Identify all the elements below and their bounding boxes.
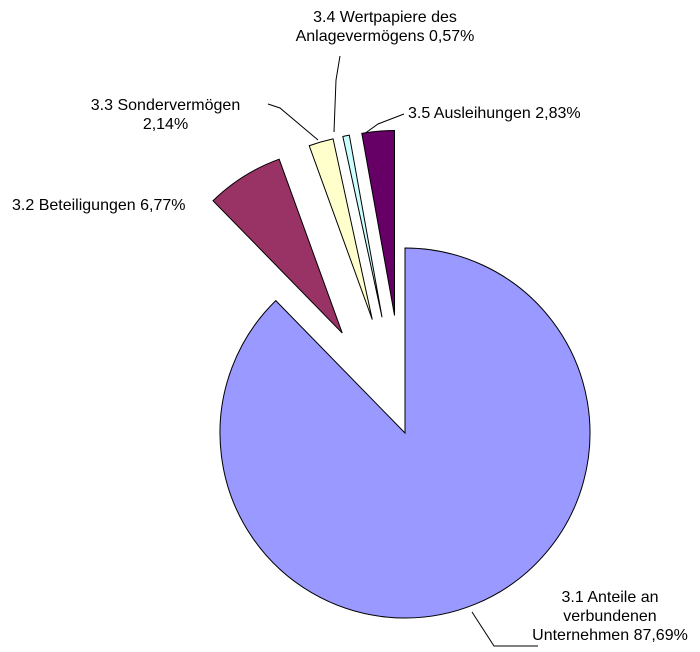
slice-label: 3.1 Anteile an verbundenen Unternehmen 8… <box>530 588 690 645</box>
value-label: 87,69% <box>633 627 688 644</box>
leader-line <box>363 113 405 135</box>
pie-slice <box>308 138 373 320</box>
category-label: 3.2 Beteiligungen <box>12 197 136 214</box>
slice-label: 3.4 Wertpapiere des Anlagevermögens 0,57… <box>295 8 475 46</box>
slice-label: 3.3 Sondervermögen 2,14% <box>78 96 253 134</box>
value-label: 2,83% <box>535 105 581 122</box>
value-label: 0,57% <box>429 28 475 45</box>
pie-slice <box>361 129 396 316</box>
pie-slice <box>212 158 343 334</box>
value-label: 2,14% <box>142 116 189 133</box>
pie-slice <box>342 134 383 318</box>
category-label: 3.5 Ausleihungen <box>408 105 531 122</box>
slice-label: 3.2 Beteiligungen 6,77% <box>12 196 185 215</box>
leader-line <box>267 103 319 141</box>
value-label: 6,77% <box>140 197 186 214</box>
leader-line <box>333 55 341 133</box>
leader-line <box>471 611 538 647</box>
category-label: 3.4 Wertpapiere des Anlagevermögens <box>295 9 457 45</box>
category-label: 3.3 Sondervermögen <box>90 97 241 114</box>
category-label: 3.1 Anteile an verbundenen Unternehmen <box>532 589 659 644</box>
slice-label: 3.5 Ausleihungen 2,83% <box>408 104 581 123</box>
pie-slice <box>219 247 591 619</box>
